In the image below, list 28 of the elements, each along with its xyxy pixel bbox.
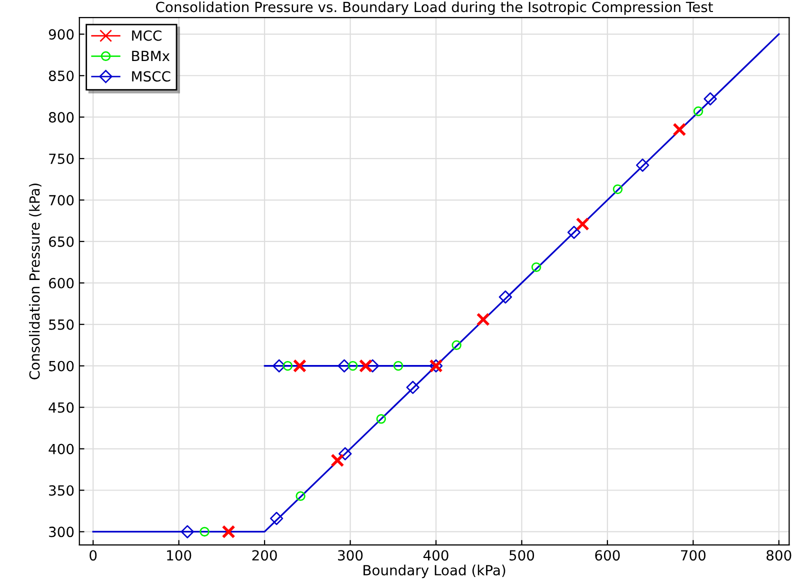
x-axis-title: Boundary Load (kPa) [364,564,506,578]
y-tick-label: 850 [48,70,74,82]
y-tick-label: 700 [49,194,74,206]
legend-label: MSCC [132,71,170,82]
y-tick-label: 900 [48,29,74,40]
y-tick-label: 550 [49,319,74,330]
y-tick-label: 600 [48,278,74,288]
y-tick-label: 800 [48,112,74,123]
legend-label: MCC [132,30,162,41]
x-tick-label: 100 [167,550,192,561]
x-tick-label: 700 [681,550,706,561]
x-tick-label: 0 [90,550,97,561]
y-tick-label: 350 [49,485,74,496]
x-tick-label: 400 [423,550,448,561]
y-axis-title: Consolidation Pressure (kPa) [29,184,42,380]
x-tick-label: 500 [510,550,534,561]
y-tick-label: 450 [48,402,74,413]
y-tick-label: 650 [48,236,74,247]
x-tick-label: 600 [595,550,620,561]
y-tick-label: 500 [49,360,74,372]
y-tick-label: 300 [49,526,74,538]
x-tick-label: 200 [252,550,277,561]
y-tick-label: 400 [48,444,74,454]
legend-label: BBMx [132,50,170,62]
chart-title: Consolidation Pressure vs. Boundary Load during the Isotropic Compression Test [156,1,713,15]
x-tick-label: 300 [338,550,363,561]
x-tick-label: 800 [766,550,792,561]
y-tick-label: 750 [49,154,74,164]
